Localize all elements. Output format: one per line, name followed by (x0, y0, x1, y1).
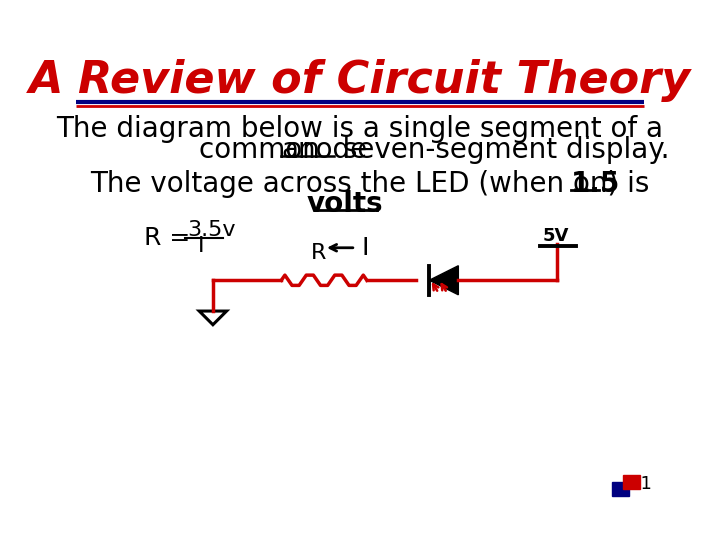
Text: The voltage across the LED (when on) is: The voltage across the LED (when on) is (91, 171, 659, 199)
Text: anode: anode (282, 136, 367, 164)
Text: R =: R = (145, 226, 191, 249)
Text: 5V: 5V (542, 227, 569, 245)
Text: 3.5v: 3.5v (187, 220, 235, 240)
Text: The diagram below is a single segment of a: The diagram below is a single segment of… (56, 115, 664, 143)
Text: common: common (199, 136, 329, 164)
Polygon shape (429, 266, 459, 295)
Text: I: I (197, 236, 204, 256)
Text: seven-segment display.: seven-segment display. (334, 136, 670, 164)
Text: 21: 21 (629, 475, 652, 493)
Text: A Review of Circuit Theory: A Review of Circuit Theory (29, 59, 691, 102)
Polygon shape (199, 311, 227, 325)
Bar (623, 475, 639, 489)
Text: .: . (373, 190, 382, 218)
Text: I: I (361, 236, 369, 260)
Text: 1.5: 1.5 (571, 171, 621, 199)
Text: volts: volts (306, 190, 383, 218)
Bar (612, 482, 629, 496)
Text: R: R (311, 243, 327, 263)
